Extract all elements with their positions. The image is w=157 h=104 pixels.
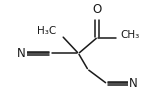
Text: O: O xyxy=(92,3,102,16)
Text: H₃C: H₃C xyxy=(37,26,56,36)
Text: N: N xyxy=(17,47,26,60)
Text: CH₃: CH₃ xyxy=(121,30,140,40)
Text: N: N xyxy=(129,77,138,90)
